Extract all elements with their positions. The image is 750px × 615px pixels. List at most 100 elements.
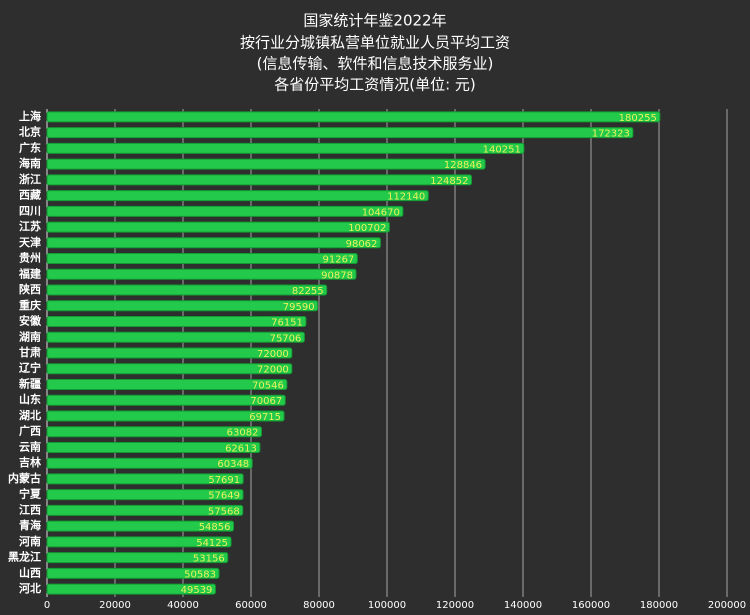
- value-label: 50583: [184, 569, 216, 580]
- bar: [46, 426, 262, 438]
- bar: [46, 567, 220, 579]
- bar: [46, 363, 293, 375]
- y-tick-label: 内蒙古: [8, 471, 41, 485]
- x-tick-label: 180000: [640, 600, 678, 611]
- value-label: 79590: [283, 302, 315, 313]
- value-label: 70546: [252, 380, 284, 391]
- x-tick-label: 140000: [504, 600, 542, 611]
- bar: [46, 378, 288, 390]
- y-tick-label: 山东: [19, 392, 41, 406]
- bar: [46, 300, 319, 312]
- value-label: 60348: [217, 459, 249, 470]
- x-tick-label: 200000: [708, 600, 746, 611]
- bar: [46, 583, 216, 595]
- value-label: 75706: [270, 333, 302, 344]
- y-tick-label: 上海: [19, 109, 41, 123]
- value-label: 82255: [292, 286, 324, 297]
- value-label: 54856: [199, 522, 231, 533]
- bar: [46, 190, 429, 202]
- bar: [46, 457, 253, 469]
- y-tick-label: 广西: [19, 424, 41, 438]
- y-tick-label: 甘肃: [19, 345, 41, 359]
- value-label: 62613: [225, 443, 257, 454]
- x-tick-label: 20000: [99, 600, 131, 611]
- y-tick-label: 青海: [19, 518, 41, 532]
- value-label: 57649: [208, 491, 240, 502]
- y-tick-label: 陕西: [19, 282, 41, 296]
- value-label: 57691: [208, 475, 240, 486]
- x-tick-label: 80000: [303, 600, 335, 611]
- bar: [46, 552, 229, 564]
- value-label: 63082: [227, 428, 259, 439]
- value-label: 72000: [257, 365, 289, 376]
- y-tick-label: 宁夏: [19, 487, 42, 501]
- y-tick-label: 广东: [19, 140, 41, 154]
- bar: [46, 504, 244, 516]
- bar: [46, 253, 358, 265]
- chart-title: 按行业分城镇私营单位就业人员平均工资: [240, 34, 510, 52]
- value-label: 57568: [208, 506, 240, 517]
- bar: [46, 410, 285, 422]
- y-tick-label: 江西: [19, 502, 41, 516]
- bar: [46, 473, 244, 485]
- y-tick-label: 湖南: [19, 329, 41, 343]
- y-tick-label: 辽宁: [19, 361, 41, 375]
- value-label: 76151: [271, 318, 303, 329]
- y-tick-label: 海南: [19, 156, 41, 170]
- y-tick-label: 河北: [19, 581, 41, 595]
- y-tick-label: 天津: [19, 235, 41, 249]
- bar: [46, 284, 328, 296]
- bar: [46, 174, 472, 186]
- bar: [46, 394, 286, 406]
- x-tick-label: 160000: [572, 600, 610, 611]
- bar: [46, 347, 293, 359]
- y-tick-label: 黑龙江: [8, 550, 41, 564]
- value-label: 69715: [249, 412, 281, 423]
- bar: [46, 441, 261, 453]
- value-label: 140251: [483, 144, 521, 155]
- value-label: 104670: [362, 207, 400, 218]
- bar: [46, 127, 634, 139]
- bar: [46, 520, 235, 532]
- chart-title: (信息传输、软件和信息技术服务业): [257, 55, 494, 73]
- value-label: 91267: [322, 255, 354, 266]
- y-tick-label: 江苏: [19, 219, 41, 233]
- y-tick-label: 北京: [19, 125, 41, 139]
- value-label: 100702: [348, 223, 386, 234]
- x-tick-label: 60000: [235, 600, 267, 611]
- value-label: 49539: [181, 585, 213, 596]
- bar: [46, 489, 244, 501]
- x-tick-label: 100000: [368, 600, 406, 611]
- x-tick-label: 40000: [167, 600, 199, 611]
- value-label: 54125: [196, 538, 228, 549]
- y-tick-label: 山西: [19, 565, 41, 579]
- y-tick-label: 湖北: [19, 408, 41, 422]
- value-label: 72000: [257, 349, 289, 360]
- chart-title: 国家统计年鉴2022年: [303, 12, 446, 30]
- y-tick-label: 安徽: [19, 314, 42, 328]
- y-tick-label: 河南: [19, 534, 41, 548]
- bar: [46, 111, 661, 123]
- bar: [46, 205, 404, 217]
- value-label: 180255: [619, 113, 657, 124]
- bar: [46, 142, 525, 154]
- bar: [46, 331, 305, 343]
- y-tick-label: 西藏: [19, 188, 41, 202]
- bar: [46, 158, 486, 170]
- bar: [46, 221, 390, 233]
- x-tick-label: 120000: [436, 600, 474, 611]
- y-tick-label: 吉林: [19, 455, 41, 469]
- value-label: 124852: [430, 176, 468, 187]
- value-label: 128846: [444, 160, 482, 171]
- value-label: 70067: [250, 396, 282, 407]
- bar: [46, 316, 307, 328]
- value-label: 98062: [346, 239, 378, 250]
- y-tick-label: 浙江: [19, 172, 41, 186]
- y-tick-label: 贵州: [19, 251, 41, 265]
- y-tick-label: 新疆: [19, 376, 41, 390]
- y-tick-label: 云南: [19, 439, 41, 453]
- y-tick-label: 重庆: [19, 298, 41, 312]
- bar: [46, 237, 381, 249]
- value-label: 53156: [193, 554, 225, 565]
